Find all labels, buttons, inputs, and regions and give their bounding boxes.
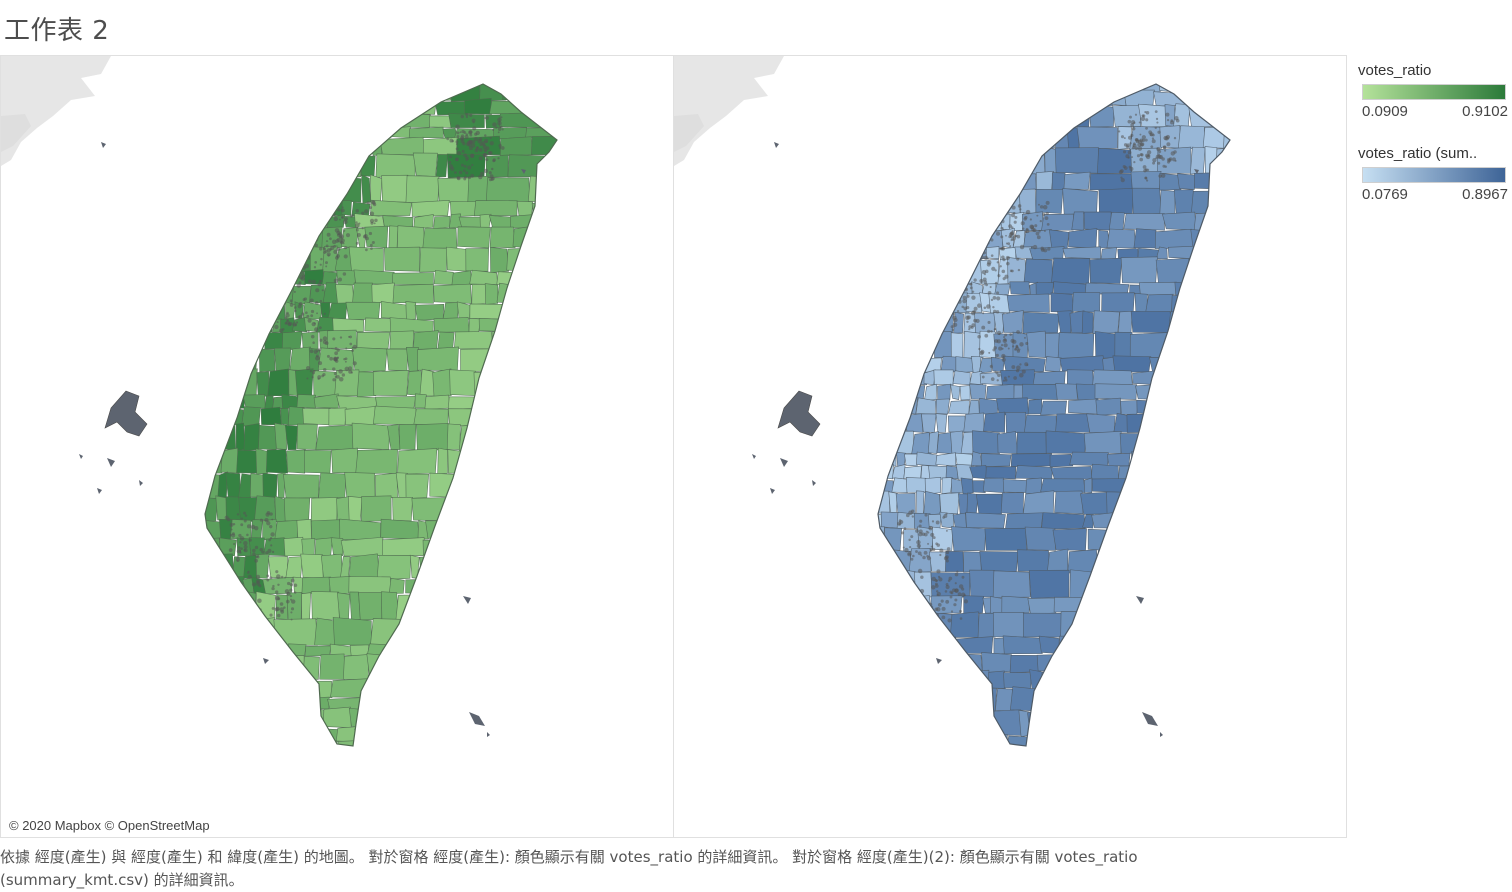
legend-votes-ratio-summary[interactable]: votes_ratio (sum.. 0.0769 0.8967	[1358, 145, 1508, 203]
legend-max-value: 0.9102	[1462, 103, 1508, 120]
worksheet-caption: 依據 經度(產生) 與 經度(產生) 和 緯度(產生) 的地圖。 對於窗格 經度…	[0, 846, 1300, 892]
legend-range: 0.0769 0.8967	[1362, 186, 1508, 203]
legend-title: votes_ratio	[1358, 62, 1432, 79]
map-attribution[interactable]: © 2020 Mapbox © OpenStreetMap	[9, 818, 210, 833]
small-island[interactable]	[463, 596, 471, 604]
map-pane-votes-ratio[interactable]: © 2020 Mapbox © OpenStreetMap	[0, 55, 674, 838]
legend-max-value: 0.8967	[1462, 186, 1508, 203]
small-island[interactable]	[487, 732, 490, 737]
coastline	[877, 83, 1231, 747]
small-island[interactable]	[1160, 732, 1163, 737]
small-island[interactable]	[79, 454, 83, 459]
township-polygons[interactable]	[862, 74, 1283, 768]
caption-line: 依據 經度(產生) 與 經度(產生) 和 緯度(產生) 的地圖。 對於窗格 經度…	[0, 848, 1138, 866]
taiwan-choropleth-map-green[interactable]	[1, 56, 673, 837]
small-island[interactable]	[1136, 596, 1144, 604]
legend-votes-ratio[interactable]: votes_ratio 0.0909 0.9102	[1358, 62, 1508, 120]
small-island[interactable]	[936, 658, 942, 664]
legend-color-ramp	[1362, 84, 1506, 100]
small-island[interactable]	[752, 454, 756, 459]
sheet-title: 工作表 2	[4, 16, 110, 46]
small-island[interactable]	[101, 142, 106, 148]
small-island[interactable]	[107, 458, 115, 467]
small-island[interactable]	[469, 712, 485, 726]
small-island[interactable]	[139, 480, 143, 486]
legend-color-ramp	[1362, 167, 1506, 183]
legend-range: 0.0909 0.9102	[1362, 103, 1508, 120]
small-island[interactable]	[1194, 169, 1199, 174]
township-polygons[interactable]	[189, 74, 610, 770]
small-island[interactable]	[774, 142, 779, 148]
small-island[interactable]	[97, 488, 102, 494]
small-island[interactable]	[770, 488, 775, 494]
small-island[interactable]	[263, 658, 269, 664]
mainland-coast-shape	[674, 56, 784, 166]
legend-min-value: 0.0909	[1362, 103, 1408, 120]
caption-line: (summary_kmt.csv) 的詳細資訊。	[0, 871, 244, 889]
map-pane-votes-ratio-summary-kmt[interactable]	[673, 55, 1347, 838]
penghu-islands[interactable]	[777, 390, 821, 437]
legend-min-value: 0.0769	[1362, 186, 1408, 203]
small-island[interactable]	[521, 169, 526, 174]
legend-title: votes_ratio (sum..	[1358, 145, 1478, 162]
small-island[interactable]	[1142, 712, 1158, 726]
small-island[interactable]	[780, 458, 788, 467]
coastline	[204, 83, 558, 747]
mainland-coast-shape	[1, 56, 111, 166]
penghu-islands[interactable]	[104, 390, 148, 437]
taiwan-choropleth-map-blue[interactable]	[674, 56, 1346, 837]
small-island[interactable]	[812, 480, 816, 486]
